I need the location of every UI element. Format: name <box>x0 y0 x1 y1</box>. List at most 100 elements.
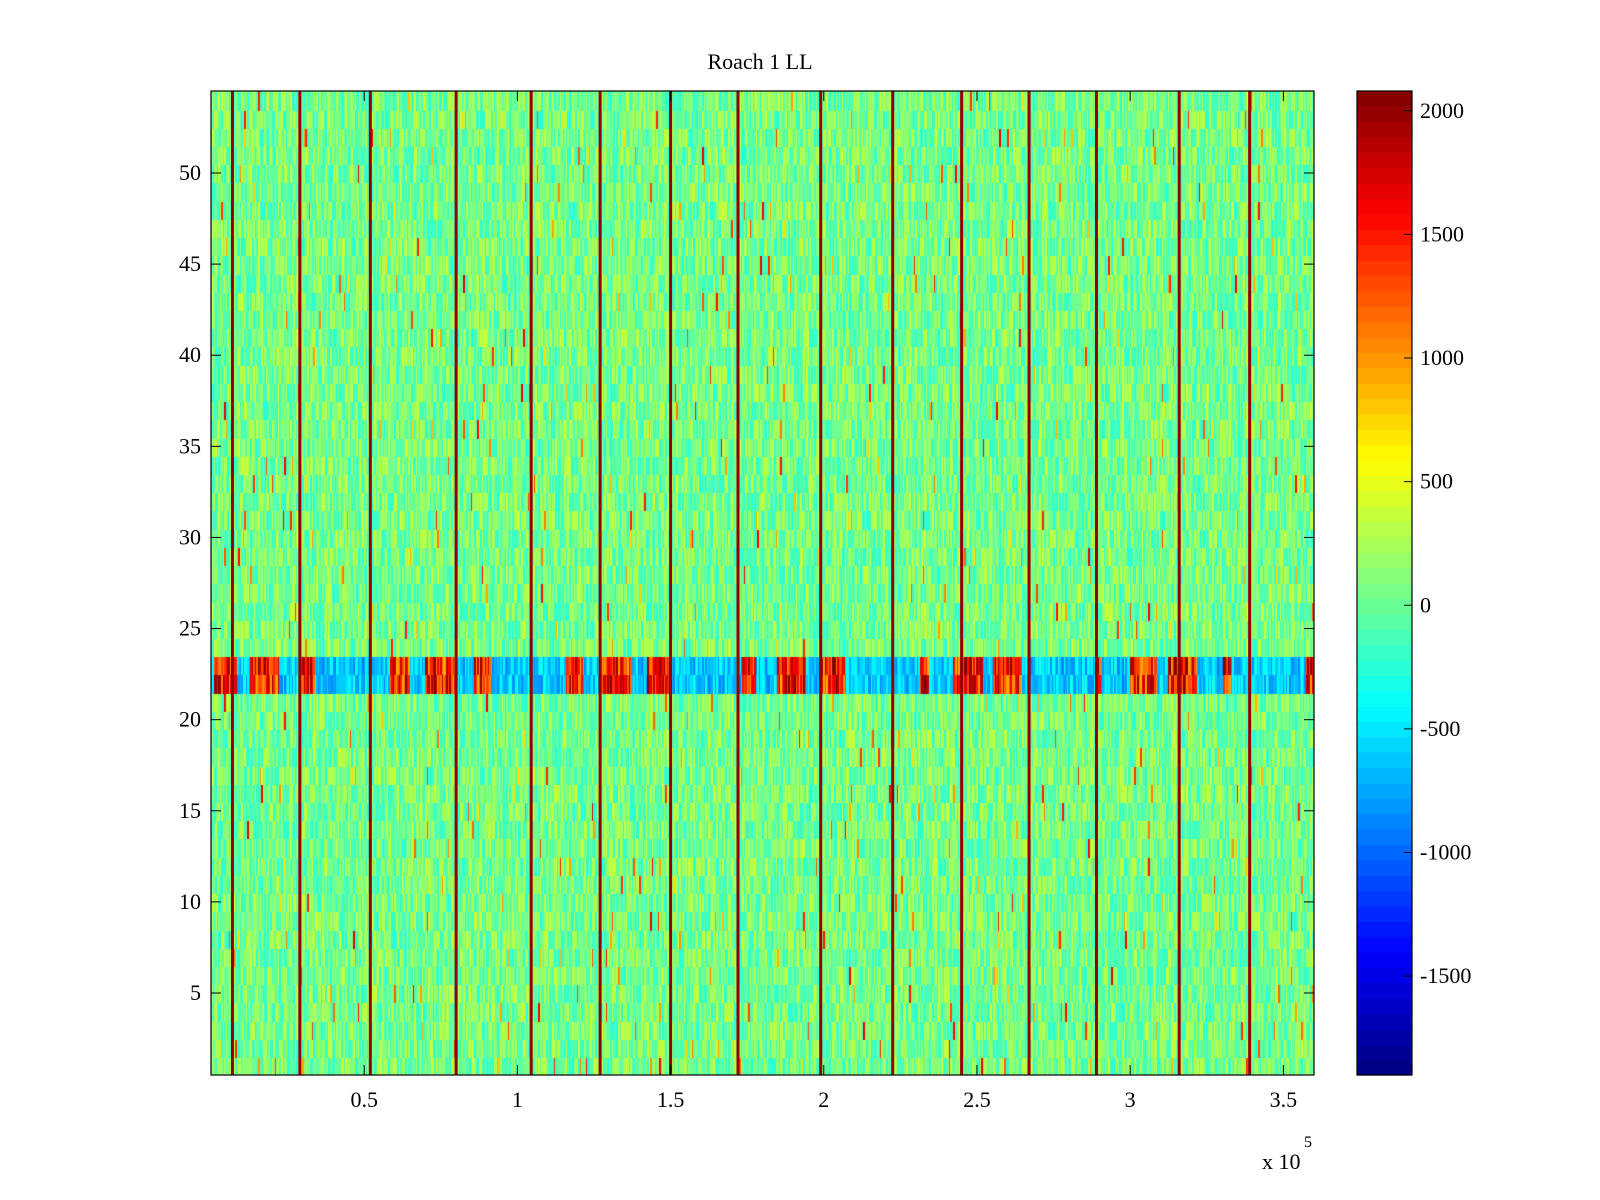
x-tick-label: 0.5 <box>350 1087 378 1112</box>
colorbar-segment <box>1357 859 1412 876</box>
x-exponent-base: x 10 <box>1262 1149 1301 1174</box>
x-axis: 0.5 1 1.5 2 2.5 3 3.5 <box>350 91 1297 1112</box>
colorbar-segment <box>1357 490 1412 507</box>
colorbar-tick-label: 1500 <box>1420 221 1464 246</box>
colorbar-segment <box>1357 229 1412 246</box>
colorbar-segment <box>1357 675 1412 692</box>
colorbar-segment <box>1357 260 1412 277</box>
colorbar-segment <box>1357 629 1412 646</box>
colorbar-segment <box>1357 398 1412 415</box>
y-tick-label: 25 <box>179 616 201 641</box>
x-exponent-power: 5 <box>1304 1134 1312 1151</box>
y-tick-label: 20 <box>179 707 201 732</box>
colorbar-segment <box>1357 321 1412 338</box>
colorbar-segment <box>1357 552 1412 569</box>
bright-vertical-line-6 <box>598 91 602 1075</box>
bright-vertical-line-1 <box>230 91 234 1075</box>
colorbar-tick-label: 1000 <box>1420 345 1464 370</box>
x-tick-label: 2 <box>818 1087 829 1112</box>
x-tick-label: 2.5 <box>963 1087 991 1112</box>
colorbar-segment <box>1357 890 1412 907</box>
bright-vertical-line-9 <box>819 91 823 1075</box>
colorbar-segment <box>1357 567 1412 584</box>
x-tick-label: 1.5 <box>657 1087 685 1112</box>
colorbar-segment <box>1357 121 1412 138</box>
colorbar-segment <box>1357 798 1412 815</box>
heatmap <box>211 91 1314 1075</box>
colorbar-segment <box>1357 167 1412 184</box>
y-tick-label: 35 <box>179 433 201 458</box>
y-tick-label: 50 <box>179 160 201 185</box>
colorbar-tick-label: -1000 <box>1420 839 1471 864</box>
y-tick-label: 40 <box>179 342 201 367</box>
bright-vertical-line-12 <box>1027 91 1031 1075</box>
colorbar-segment <box>1357 536 1412 553</box>
colorbar-segment <box>1357 306 1412 323</box>
colorbar-segment <box>1357 444 1412 461</box>
colorbar-segment <box>1357 736 1412 753</box>
x-tick-label: 3.5 <box>1270 1087 1298 1112</box>
colorbar-segment <box>1357 337 1412 353</box>
colorbar-segment <box>1357 982 1412 999</box>
x-tick-label: 1 <box>512 1087 523 1112</box>
y-tick-label: 10 <box>179 889 201 914</box>
colorbar-segment <box>1357 752 1412 769</box>
bright-vertical-line-8 <box>736 91 740 1075</box>
colorbar-segment <box>1357 644 1412 661</box>
colorbar-segment <box>1357 137 1412 154</box>
colorbar-segment <box>1357 813 1412 830</box>
colorbar-segment <box>1357 475 1412 492</box>
colorbar-segment <box>1357 152 1412 169</box>
colorbar-segment <box>1357 214 1412 230</box>
colorbar-segment <box>1357 91 1412 107</box>
bright-vertical-line-3 <box>368 91 372 1075</box>
colorbar-segment <box>1357 506 1412 523</box>
colorbar-segment <box>1357 782 1412 799</box>
colorbar-segment <box>1357 429 1412 446</box>
bright-vertical-line-13 <box>1094 91 1098 1075</box>
colorbar-segment <box>1357 413 1412 430</box>
bright-vertical-line-15 <box>1248 91 1252 1075</box>
heatmap-cells <box>211 91 1314 1075</box>
colorbar-segment <box>1357 1028 1412 1045</box>
colorbar-segment <box>1357 583 1412 599</box>
plot-frame <box>210 90 1315 1076</box>
colorbar-segment <box>1357 1059 1412 1076</box>
colorbar-segment <box>1357 460 1412 476</box>
bright-vertical-line-14 <box>1177 91 1181 1075</box>
colorbar-tick-label: 0 <box>1420 592 1431 617</box>
y-axis: 5 10 15 20 25 30 35 40 45 50 <box>179 160 1314 1005</box>
colorbar-segment <box>1357 659 1412 676</box>
colorbar-segment <box>1357 767 1412 784</box>
y-tick-label: 30 <box>179 524 201 549</box>
colorbar-segment <box>1357 690 1412 707</box>
bright-vertical-line-7 <box>669 91 673 1075</box>
colorbar-segment <box>1357 1044 1412 1061</box>
colorbar-segment <box>1357 706 1412 722</box>
colorbar-segment <box>1357 106 1412 123</box>
colorbar-segment <box>1357 275 1412 292</box>
colorbar-ticks: -1500 -1000 -500 0 500 1000 1500 2000 <box>1404 98 1471 988</box>
colorbar-segment <box>1357 290 1412 307</box>
colorbar-segment <box>1357 367 1412 384</box>
y-tick-label: 45 <box>179 251 201 276</box>
colorbar-segment <box>1357 383 1412 400</box>
colorbar-segment <box>1357 183 1412 200</box>
colorbar-tick-label: -500 <box>1420 716 1460 741</box>
colorbar-segment <box>1357 352 1412 369</box>
colorbar-segment <box>1357 905 1412 922</box>
colorbar-segment <box>1357 936 1412 953</box>
colorbar-tick-label: 2000 <box>1420 98 1464 123</box>
colorbar-segment <box>1357 198 1412 215</box>
colorbar-segment <box>1357 998 1412 1015</box>
colorbar-segment <box>1357 721 1412 738</box>
colorbar-segment <box>1357 844 1412 861</box>
chart-title: Roach 1 LL <box>707 49 812 74</box>
colorbar-tick-label: 500 <box>1420 469 1453 494</box>
colorbar-segment <box>1357 967 1412 984</box>
colorbar-segment <box>1357 875 1412 892</box>
colorbar-segment <box>1357 613 1412 630</box>
colorbar-frame <box>1356 90 1413 1076</box>
colorbar-segment <box>1357 598 1412 615</box>
